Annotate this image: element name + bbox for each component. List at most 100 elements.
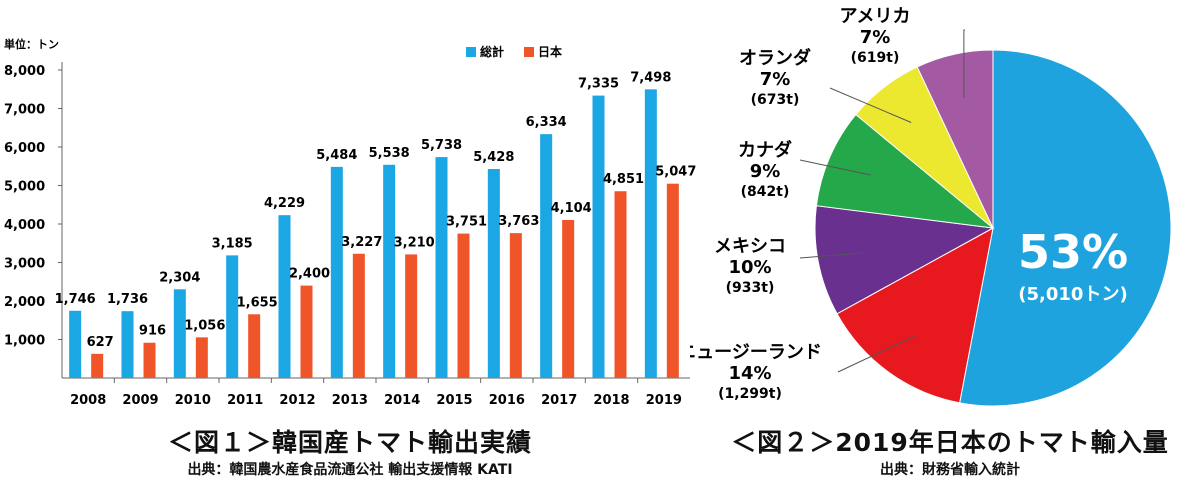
bar-japan [457,233,470,378]
y-tick-label: 2,000 [4,295,45,310]
data-label-total: 5,738 [421,138,462,153]
bar-japan [143,342,156,378]
data-label-japan: 3,751 [446,215,487,230]
bar-japan [614,191,627,378]
bar-total [226,255,239,378]
bar-total [121,311,134,378]
data-label-total: 2,304 [159,270,200,285]
data-label-total: 1,736 [107,292,148,307]
pie-slice [814,205,995,315]
data-label-total: 4,229 [264,196,305,211]
bar-japan [248,314,261,378]
bar-japan [300,285,313,378]
pie-chart-title: ＜図２＞2019年日本のトマト輸入量 [731,428,1169,457]
x-tick-label: 2013 [332,393,368,408]
data-label-japan: 3,763 [498,214,539,229]
bar-total [592,95,605,378]
pie-slice [815,113,995,229]
x-tick-label: 2009 [122,393,158,408]
bar-japan [195,337,208,378]
bar-chart: 単位：トン 1,000 2,000 3,000 4,000 5,000 6,000 7,000… [4,37,696,408]
bar-chart-title: ＜図１＞韓国産トマト輸出実績 [167,428,532,457]
bar-japan [509,233,522,378]
data-label-japan: 5,047 [655,165,696,180]
slice-name-label: ニュージーランド [690,342,822,363]
slice-name-label: オランダ [739,47,811,69]
data-label-japan: 3,210 [394,235,435,250]
data-label-japan: 2,400 [289,267,330,282]
slice-percent-label: 53% [1018,225,1128,279]
leader-line [963,29,965,98]
slice-amount-label: (1,299t) [718,386,782,402]
y-tick-label: 8,000 [4,64,45,79]
slice-name-label: メキシコ [714,236,786,257]
data-label-japan: 1,655 [237,295,278,310]
bar-total [330,166,343,378]
bar-japan [91,353,104,378]
data-label-japan: 627 [87,335,114,350]
y-tick-label: 1,000 [4,334,45,349]
bar-total [69,310,82,378]
slice-percent-label: 7% [760,69,791,90]
slice-amount-label: (933t) [726,280,775,296]
bar-chart-source: 出典：韓国農水産食品流通公社 輸出支援情報 KATI [187,462,513,478]
legend-swatch-total [466,47,476,57]
bar-total [644,89,657,379]
bar-total [173,289,186,378]
slice-percent-label: 14% [728,363,771,384]
data-label-total: 5,428 [473,150,514,165]
bar-total [383,164,396,378]
y-tick-label: 6,000 [4,141,45,156]
bar-total [435,157,448,378]
x-tick-label: 2019 [646,393,682,408]
bar-japan [666,183,679,378]
data-label-japan: 916 [139,324,166,339]
x-tick-label: 2015 [436,393,472,408]
bar-total [487,169,500,378]
y-tick-label: 5,000 [4,180,45,195]
slice-name-label: カナダ [738,139,792,161]
pie-chart-source: 出典：財務省輸入統計 [880,462,1020,478]
bar-total [278,215,291,378]
slice-amount-label: (673t) [751,92,800,108]
x-tick-label: 2010 [175,393,211,408]
data-label-japan: 1,056 [184,318,225,333]
unit-label: 単位：トン [4,37,59,51]
data-label-japan: 3,227 [341,235,382,250]
y-tick-label: 3,000 [4,257,45,272]
leader-line [829,87,912,123]
bar-total [540,134,553,378]
data-label-total: 7,335 [578,77,619,92]
leader-line [799,159,871,176]
legend-label-japan: 日本 [538,44,562,59]
slice-amount-label: (842t) [741,184,790,200]
leader-line [837,335,915,373]
data-label-japan: 4,104 [551,201,592,216]
bar-japan [352,253,365,378]
data-label-total: 1,746 [55,292,96,307]
x-tick-label: 2016 [489,393,525,408]
data-label-total: 3,185 [212,236,253,251]
slice-percent-label: 7% [860,27,891,48]
pie-slice [916,49,994,229]
pie-slice [836,227,994,404]
data-label-total: 5,538 [369,146,410,161]
x-tick-label: 2011 [227,393,263,408]
x-tick-label: 2008 [70,393,106,408]
x-tick-label: 2018 [593,393,629,408]
leader-line [799,252,862,259]
slice-percent-label: 9% [750,161,781,182]
x-tick-label: 2014 [384,393,420,408]
y-tick-label: 7,000 [4,103,45,118]
slice-amount-label: (619t) [851,50,900,66]
legend-swatch-japan [524,47,534,57]
slice-name-label: アメリカ [839,6,910,27]
pie-slice [959,49,1172,407]
data-label-total: 5,484 [316,148,357,163]
data-label-japan: 4,851 [603,172,644,187]
y-tick-label: 4,000 [4,218,45,233]
data-label-total: 7,498 [630,70,671,85]
x-tick-label: 2012 [279,393,315,408]
bar-japan [405,254,418,378]
